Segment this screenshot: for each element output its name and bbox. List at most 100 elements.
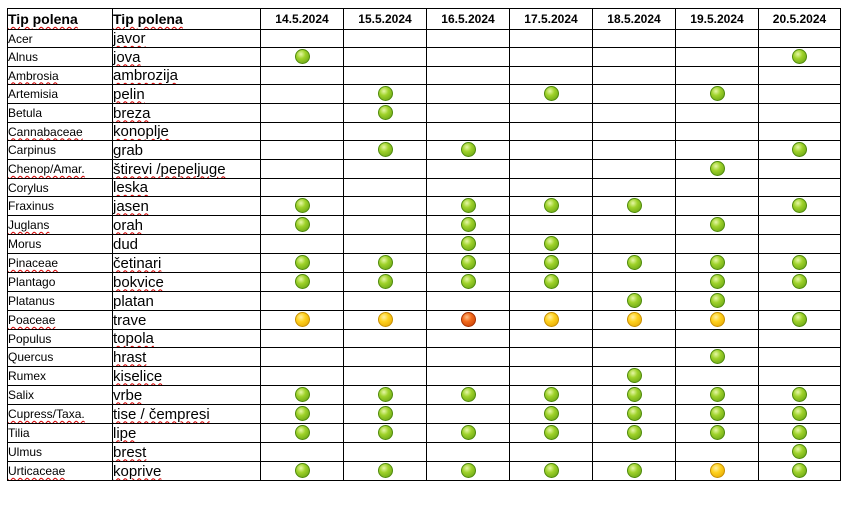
level-cell bbox=[592, 366, 676, 386]
pollen-level-mid-icon bbox=[709, 312, 725, 328]
local-name-cell: vrbe bbox=[112, 385, 261, 405]
pollen-level-low-icon bbox=[294, 49, 310, 65]
level-cell bbox=[675, 366, 759, 386]
level-cell bbox=[592, 461, 676, 481]
latin-name: Populus bbox=[8, 331, 52, 346]
level-cell bbox=[343, 253, 427, 273]
level-cell bbox=[426, 347, 510, 367]
level-cell bbox=[509, 47, 593, 67]
pollen-level-low-icon bbox=[792, 387, 807, 403]
local-name-cell: leska bbox=[112, 178, 261, 197]
pollen-level-low-icon bbox=[792, 49, 807, 65]
level-cell bbox=[592, 310, 676, 330]
level-cell bbox=[426, 366, 510, 386]
level-cell bbox=[509, 461, 593, 481]
local-name-cell: hrast bbox=[112, 347, 261, 367]
level-cell bbox=[758, 47, 841, 67]
latin-name-cell: Plantago bbox=[7, 272, 113, 292]
level-cell bbox=[426, 47, 510, 67]
level-cell bbox=[509, 272, 593, 292]
latin-name: Quercus bbox=[8, 350, 54, 364]
pollen-level-low-icon bbox=[543, 274, 559, 290]
level-cell bbox=[509, 404, 593, 424]
local-name: breza bbox=[113, 104, 151, 122]
level-cell bbox=[260, 196, 344, 216]
table-row: Ambrosia ambrozija bbox=[7, 66, 841, 85]
latin-name: Corylus bbox=[8, 180, 49, 195]
header-date: 16.5.2024 bbox=[426, 8, 510, 30]
pollen-level-low-icon bbox=[460, 387, 476, 403]
level-cell bbox=[260, 272, 344, 292]
pollen-level-low-icon bbox=[543, 86, 559, 102]
level-cell bbox=[343, 122, 427, 141]
level-cell bbox=[343, 385, 427, 405]
latin-name-cell: Pinaceae bbox=[7, 253, 113, 273]
level-cell bbox=[343, 140, 427, 160]
header-date: 19.5.2024 bbox=[675, 8, 759, 30]
level-cell bbox=[758, 196, 841, 216]
pollen-level-low-icon bbox=[294, 217, 310, 233]
pollen-level-low-icon bbox=[626, 425, 642, 441]
pollen-level-low-icon bbox=[377, 274, 393, 290]
latin-name: Poaceae bbox=[8, 313, 56, 327]
level-cell bbox=[675, 103, 759, 123]
pollen-level-mid-icon bbox=[294, 312, 310, 328]
level-cell bbox=[260, 347, 344, 367]
level-cell bbox=[509, 103, 593, 123]
level-cell bbox=[592, 178, 676, 197]
pollen-level-low-icon bbox=[294, 387, 310, 403]
pollen-level-mid-icon bbox=[626, 312, 642, 328]
local-name: javor bbox=[113, 30, 146, 47]
level-cell bbox=[343, 423, 427, 443]
latin-name: Rumex bbox=[8, 369, 47, 383]
header-date: 20.5.2024 bbox=[758, 8, 841, 30]
latin-name-cell: Tilia bbox=[7, 423, 113, 443]
latin-name-cell: Salix bbox=[7, 385, 113, 405]
level-cell bbox=[509, 310, 593, 330]
level-cell bbox=[426, 196, 510, 216]
level-cell bbox=[260, 47, 344, 67]
latin-name: Tilia bbox=[8, 426, 30, 440]
latin-name: Salix bbox=[8, 388, 35, 402]
latin-name: Ulmus bbox=[8, 445, 43, 459]
level-cell bbox=[426, 310, 510, 330]
level-cell bbox=[260, 234, 344, 254]
latin-name: Fraxinus bbox=[8, 199, 55, 213]
table-body: Acer javor Alnus jova Ambrosia ambrozija Artem… bbox=[7, 29, 841, 481]
level-cell bbox=[758, 159, 841, 179]
level-cell bbox=[509, 253, 593, 273]
latin-name-cell: Ulmus bbox=[7, 442, 113, 462]
level-cell bbox=[426, 122, 510, 141]
local-name-cell: grab bbox=[112, 140, 261, 160]
pollen-level-low-icon bbox=[377, 406, 393, 422]
table-row: Quercus hrast bbox=[7, 347, 841, 367]
table-row: Pinaceae četinari bbox=[7, 253, 841, 273]
pollen-level-low-icon bbox=[377, 255, 393, 271]
level-cell bbox=[758, 215, 841, 235]
level-cell bbox=[260, 442, 344, 462]
local-name: kiselice bbox=[113, 367, 163, 385]
level-cell bbox=[426, 215, 510, 235]
pollen-level-low-icon bbox=[460, 255, 476, 271]
level-cell bbox=[343, 272, 427, 292]
level-cell bbox=[426, 29, 510, 48]
level-cell bbox=[426, 461, 510, 481]
table-row: Betula breza bbox=[7, 103, 841, 123]
level-cell bbox=[343, 159, 427, 179]
pollen-level-low-icon bbox=[460, 463, 476, 479]
pollen-level-low-icon bbox=[792, 444, 807, 460]
latin-name-cell: Artemisia bbox=[7, 84, 113, 104]
pollen-level-low-icon bbox=[460, 142, 476, 158]
level-cell bbox=[592, 103, 676, 123]
level-cell bbox=[260, 461, 344, 481]
level-cell bbox=[675, 347, 759, 367]
latin-name: Betula bbox=[8, 106, 43, 120]
latin-name: Acer bbox=[8, 31, 33, 46]
local-name-cell: platan bbox=[112, 291, 261, 311]
level-cell bbox=[509, 178, 593, 197]
local-name-cell: koprive bbox=[112, 461, 261, 481]
pollen-level-low-icon bbox=[626, 293, 642, 309]
local-name: grab bbox=[113, 141, 144, 159]
header-local: Tip polena bbox=[112, 8, 261, 30]
table-row: Morus dud bbox=[7, 234, 841, 254]
